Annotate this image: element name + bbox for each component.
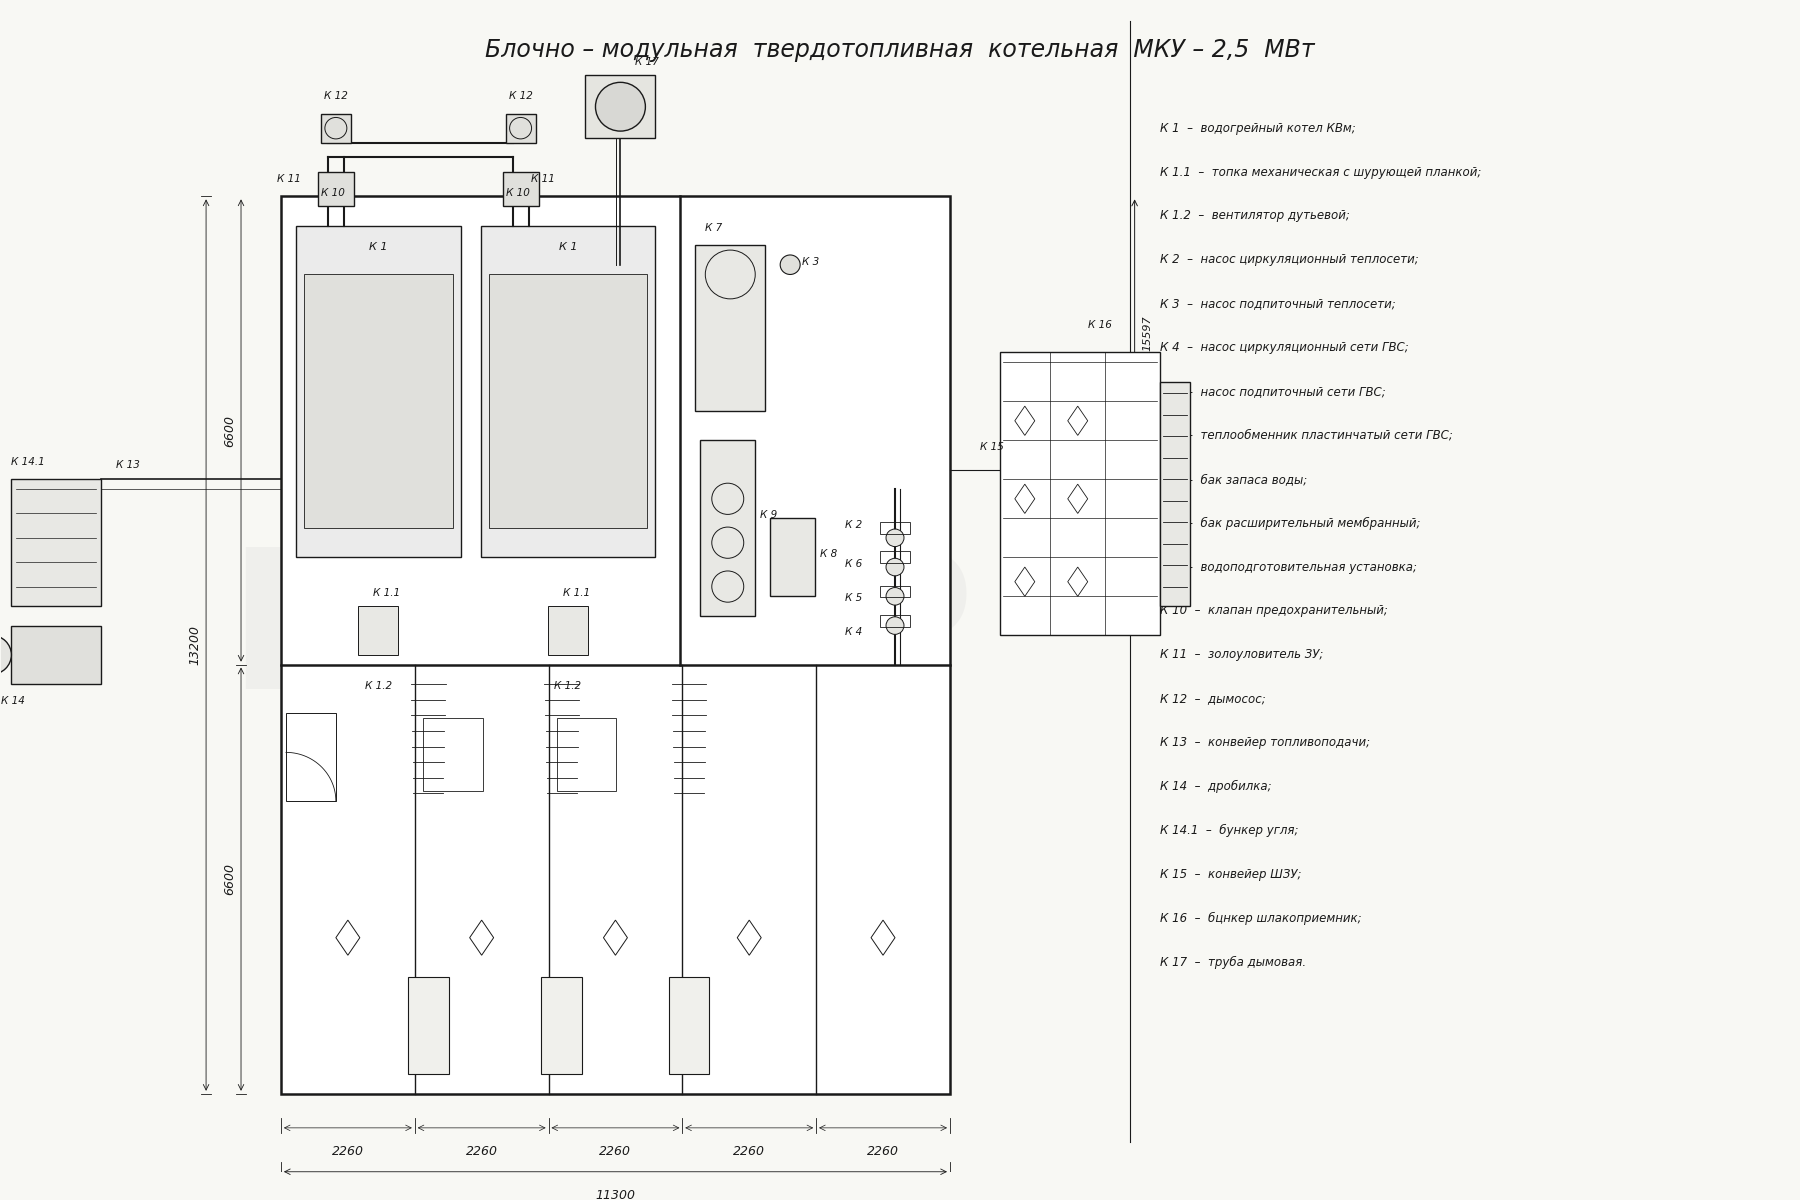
Bar xyxy=(481,226,655,557)
Text: 2260: 2260 xyxy=(466,1146,497,1158)
Text: К 12  –  дымосос;: К 12 – дымосос; xyxy=(1159,692,1265,706)
Text: К 9  –  водоподготовительная установка;: К 9 – водоподготовительная установка; xyxy=(1159,560,1417,574)
Bar xyxy=(407,977,448,1074)
Bar xyxy=(880,522,911,534)
Bar xyxy=(999,353,1159,635)
Text: К 6  –  теплообменник пластинчатый сети ГВС;: К 6 – теплообменник пластинчатый сети ГВ… xyxy=(1159,428,1453,442)
Text: К 16: К 16 xyxy=(1087,320,1112,330)
Bar xyxy=(770,518,815,596)
Text: К 14.1: К 14.1 xyxy=(11,457,45,467)
Text: 2260: 2260 xyxy=(599,1146,632,1158)
Text: К 1.2: К 1.2 xyxy=(365,680,392,691)
Text: К 10  –  клапан предохранительный;: К 10 – клапан предохранительный; xyxy=(1159,605,1388,618)
Bar xyxy=(423,719,482,791)
Text: К 14: К 14 xyxy=(2,696,25,706)
Text: К 12: К 12 xyxy=(509,91,533,101)
Text: К 15: К 15 xyxy=(979,442,1004,452)
Text: К 1.1: К 1.1 xyxy=(373,588,400,599)
Text: 6600: 6600 xyxy=(223,414,236,446)
Text: К 8: К 8 xyxy=(821,550,837,559)
Text: К 1: К 1 xyxy=(558,242,578,252)
Text: 2260: 2260 xyxy=(868,1146,898,1158)
Text: К 1: К 1 xyxy=(369,242,387,252)
Bar xyxy=(319,172,355,206)
Text: К 2: К 2 xyxy=(844,520,862,530)
Text: 15597: 15597 xyxy=(1143,316,1152,350)
Bar xyxy=(1159,382,1190,606)
Text: К 10: К 10 xyxy=(320,188,346,198)
Bar xyxy=(547,606,589,655)
Text: 11300: 11300 xyxy=(596,1189,635,1200)
Bar xyxy=(502,172,538,206)
Text: Блочно – модульная  твердотопливная  котельная  МКУ – 2,5  МВт: Блочно – модульная твердотопливная котел… xyxy=(486,38,1314,62)
Bar xyxy=(880,586,911,598)
Bar xyxy=(295,226,461,557)
Text: К 1.1: К 1.1 xyxy=(563,588,590,599)
Bar xyxy=(11,625,101,684)
Text: К 15  –  конвейер ШЗУ;: К 15 – конвейер ШЗУ; xyxy=(1159,868,1301,881)
Text: 13200: 13200 xyxy=(187,625,202,665)
Text: К 1.1  –  топка механическая с шурующей планкой;: К 1.1 – топка механическая с шурующей пл… xyxy=(1159,166,1481,179)
Bar xyxy=(668,977,709,1074)
Circle shape xyxy=(779,254,801,275)
Bar xyxy=(556,719,616,791)
Circle shape xyxy=(596,83,646,131)
Text: К 12: К 12 xyxy=(324,91,347,101)
Text: К 4  –  насос циркуляционный сети ГВС;: К 4 – насос циркуляционный сети ГВС; xyxy=(1159,341,1408,354)
Text: К 16  –  бцнкер шлакоприемник;: К 16 – бцнкер шлакоприемник; xyxy=(1159,912,1361,925)
Circle shape xyxy=(886,529,904,546)
Text: К 5: К 5 xyxy=(844,593,862,604)
Bar xyxy=(542,977,583,1074)
Circle shape xyxy=(886,558,904,576)
Bar xyxy=(695,245,765,412)
Text: 2260: 2260 xyxy=(331,1146,364,1158)
Text: К 9: К 9 xyxy=(760,510,778,521)
Bar xyxy=(700,440,756,616)
Text: К 13: К 13 xyxy=(117,460,140,469)
Text: К 11: К 11 xyxy=(531,174,554,184)
Bar xyxy=(358,606,398,655)
Text: К 5  –  насос подпиточный сети ГВС;: К 5 – насос подпиточный сети ГВС; xyxy=(1159,385,1386,398)
Text: 6600: 6600 xyxy=(223,863,236,895)
Bar xyxy=(286,713,337,802)
Bar xyxy=(488,275,648,528)
Text: К 8  –  бак расширительный мембранный;: К 8 – бак расширительный мембранный; xyxy=(1159,517,1420,529)
Bar xyxy=(320,114,351,143)
Text: К 14.1  –  бункер угля;: К 14.1 – бункер угля; xyxy=(1159,824,1298,836)
Text: К 17  –  труба дымовая.: К 17 – труба дымовая. xyxy=(1159,955,1305,968)
Bar xyxy=(880,614,911,626)
Bar xyxy=(281,197,950,1093)
Text: К 7: К 7 xyxy=(706,222,722,233)
Bar xyxy=(304,275,452,528)
Text: КУПЕР: КУПЕР xyxy=(281,554,920,716)
Text: К 1.2: К 1.2 xyxy=(554,680,581,691)
Bar xyxy=(585,74,655,138)
Text: К 6: К 6 xyxy=(844,559,862,569)
Text: КУПЕР: КУПЕР xyxy=(227,541,974,730)
Text: К 13  –  конвейер топливоподачи;: К 13 – конвейер топливоподачи; xyxy=(1159,736,1370,749)
Text: К 1  –  водогрейный котел КВм;: К 1 – водогрейный котел КВм; xyxy=(1159,121,1355,134)
Text: К 1.2  –  вентилятор дутьевой;: К 1.2 – вентилятор дутьевой; xyxy=(1159,210,1350,222)
Bar xyxy=(506,114,536,143)
Circle shape xyxy=(886,588,904,605)
Text: К 3  –  насос подпиточный теплосети;: К 3 – насос подпиточный теплосети; xyxy=(1159,298,1395,311)
Text: 2260: 2260 xyxy=(733,1146,765,1158)
Text: К 10: К 10 xyxy=(506,188,529,198)
Circle shape xyxy=(886,617,904,635)
Text: К 11  –  золоуловитель ЗУ;: К 11 – золоуловитель ЗУ; xyxy=(1159,648,1323,661)
Bar xyxy=(880,552,911,563)
Text: К 3: К 3 xyxy=(803,257,819,266)
Text: К 4: К 4 xyxy=(844,628,862,637)
Text: К 2  –  насос циркуляционный теплосети;: К 2 – насос циркуляционный теплосети; xyxy=(1159,253,1418,266)
Bar xyxy=(11,479,101,606)
Text: К 7  –  бак запаса воды;: К 7 – бак запаса воды; xyxy=(1159,473,1307,486)
Text: К 17: К 17 xyxy=(635,56,659,67)
Circle shape xyxy=(0,635,11,674)
Text: К 11: К 11 xyxy=(277,174,301,184)
Text: К 14  –  дробилка;: К 14 – дробилка; xyxy=(1159,780,1271,793)
